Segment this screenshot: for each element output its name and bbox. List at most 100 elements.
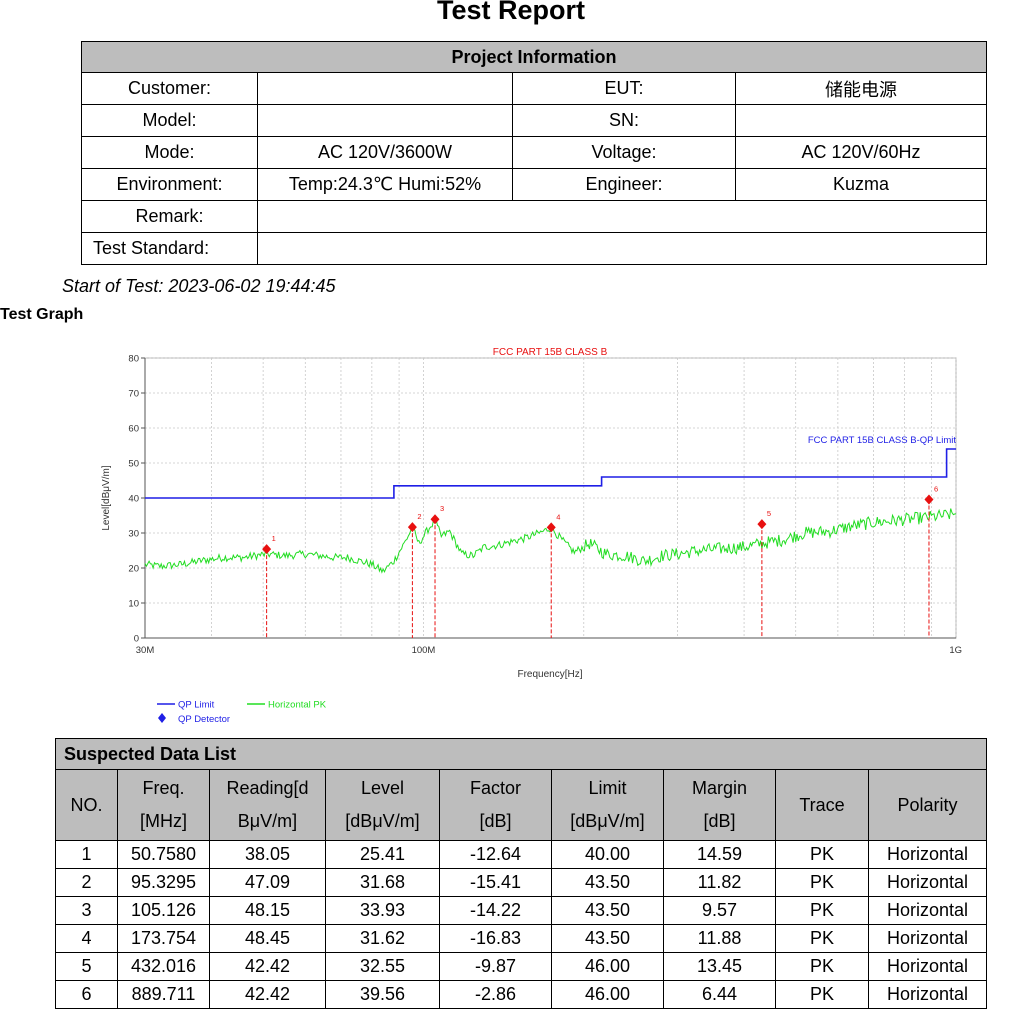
table-cell: 43.50 [551,924,664,953]
table-row: 6 889.711 42.42 39.56 -2.86 46.00 6.44 PK Horizo… [55,980,988,1009]
column-header-line: [dBμV/m] [345,811,420,831]
table-cell: 31.68 [325,868,440,897]
table-cell: PK [775,840,869,869]
column-header: Trace [775,769,869,841]
table-cell: Horizontal [867,896,988,925]
table-cell: -16.83 [439,924,552,953]
table-cell: -15.41 [439,868,552,897]
legend-qp-detector-diamond [158,713,166,723]
qp-marker-point [262,544,272,555]
test-graph-title: Test Graph [0,306,84,323]
project-info-heading: Project Information [80,41,988,73]
column-header: Margin [dB] [663,769,776,841]
table-cell: 38.05 [209,840,326,869]
column-header: Reading[d BμV/m] [209,769,326,841]
table-cell: 14.59 [663,840,776,869]
sn-label: SN: [512,104,736,137]
table-cell: Horizontal [867,980,988,1009]
x-tick-label: 1G [949,645,962,656]
table-cell: 43.50 [551,896,664,925]
table-cell: 1 [55,840,118,869]
table-cell: -12.64 [439,840,552,869]
model-label: Model: [81,104,258,137]
legend-qp-limit-label: QP Limit [178,700,215,711]
column-header: Polarity [867,769,988,841]
x-axis-label: Frequency[Hz] [517,669,582,680]
table-cell: 9.57 [663,896,776,925]
y-tick-label: 20 [128,564,139,575]
y-tick-label: 10 [128,599,139,610]
qp-marker-point [924,494,934,505]
voltage-label: Voltage: [512,136,736,169]
table-cell: 105.126 [117,896,210,925]
table-cell: 11.82 [663,868,776,897]
qp-marker-point [407,522,417,533]
mode-value: AC 120V/3600W [257,136,513,169]
column-header: Level [dBμV/m] [325,769,440,841]
table-cell: 50.7580 [117,840,210,869]
column-header-line: Reading[d [226,778,309,798]
table-cell: 173.754 [117,924,210,953]
remark-label: Remark: [81,200,258,233]
table-cell: 31.62 [325,924,440,953]
emission-chart: 0 10 20 30 40 50 60 70 80 30M 100M 1G FCC PART 15B C… [101,347,962,725]
table-cell: 40.00 [551,840,664,869]
column-header-line: Margin [691,778,748,798]
y-tick-label: 40 [128,494,139,505]
project-info-table: Project Information Customer: EUT: 储能电源 … [80,41,988,265]
column-header-line: [dBμV/m] [570,811,645,831]
customer-value [257,72,513,105]
table-cell: PK [775,980,869,1009]
column-header: NO. [55,769,118,841]
table-cell: 47.09 [209,868,326,897]
x-tick-label: 30M [136,645,155,656]
marker-number-label: 5 [767,509,771,518]
column-header-line: BμV/m] [237,811,298,831]
mode-label: Mode: [81,136,258,169]
test-standard-label: Test Standard: [81,232,258,265]
column-header: Limit [dBμV/m] [551,769,664,841]
table-cell: 32.55 [325,952,440,981]
column-header-line: [dB] [479,811,512,831]
table-cell: PK [775,924,869,953]
column-header: Freq. [MHz] [117,769,210,841]
table-cell: 48.15 [209,896,326,925]
limit-line-label: FCC PART 15B CLASS B-QP Limit [808,435,957,446]
table-cell: 46.00 [551,952,664,981]
column-header-line: Trace [799,794,845,815]
table-cell: 6 [55,980,118,1009]
marker-number-label: 3 [440,504,444,513]
y-tick-label: 30 [128,529,139,540]
table-cell: 25.41 [325,840,440,869]
table-cell: 4 [55,924,118,953]
sn-value [734,104,988,137]
column-header-line: Factor [469,778,521,798]
table-cell: 5 [55,952,118,981]
test-standard-value [257,232,988,265]
column-header-line: [MHz] [140,811,187,831]
eut-value: 储能电源 [734,72,988,105]
table-cell: 6.44 [663,980,776,1009]
table-cell: 39.56 [325,980,440,1009]
table-cell: Horizontal [867,952,988,981]
y-tick-label: 0 [134,634,139,645]
table-cell: 33.93 [325,896,440,925]
table-cell: -2.86 [439,980,552,1009]
start-of-test: Start of Test: 2023-06-02 19:44:45 [62,276,336,296]
x-tick-label: 100M [412,645,436,656]
table-cell: PK [775,868,869,897]
table-cell: Horizontal [867,840,988,869]
column-header-line: Polarity [897,794,958,815]
y-tick-label: 70 [128,389,139,400]
y-tick-label: 50 [128,459,139,470]
suspected-list-title: Suspected Data List [54,738,988,770]
suspected-data-table: Suspected Data List NO. Freq. [MHz] Reading… [54,738,988,1009]
y-tick-label: 60 [128,424,139,435]
environment-label: Environment: [81,168,258,201]
column-header-line: NO. [70,794,103,815]
table-cell: 46.00 [551,980,664,1009]
marker-number-label: 4 [556,512,560,521]
table-cell: 42.42 [209,980,326,1009]
chart-title: FCC PART 15B CLASS B [493,347,608,358]
qp-marker-point [430,514,440,525]
